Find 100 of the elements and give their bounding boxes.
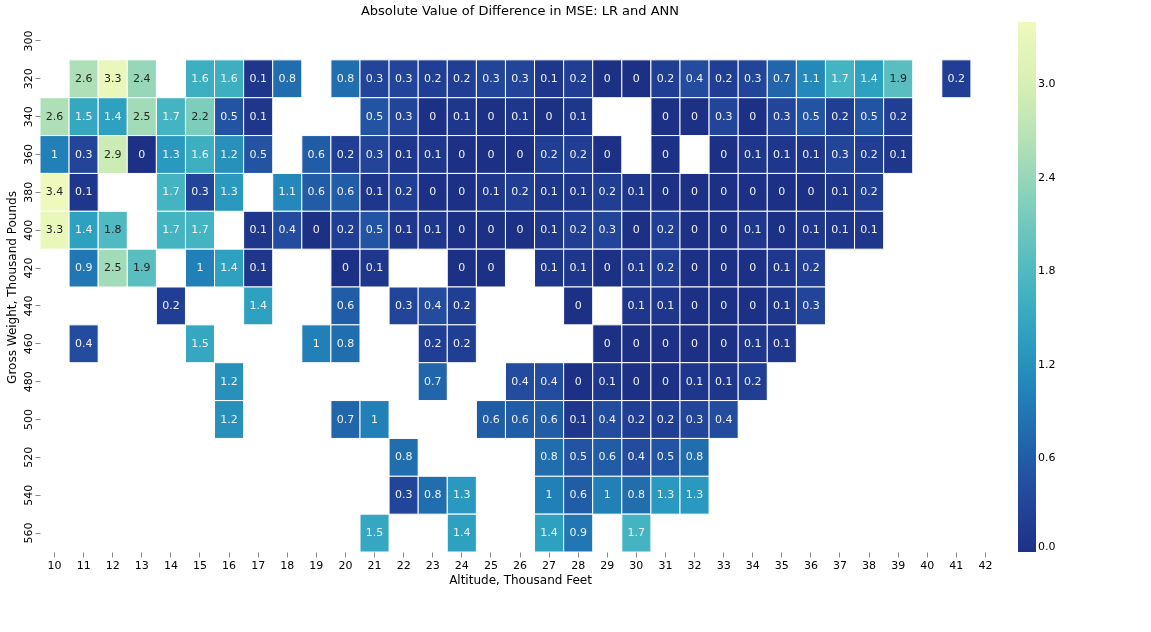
y-tick-label: 400 [21, 219, 35, 241]
x-tick-label: 17 [251, 558, 266, 572]
x-tick-label: 19 [309, 558, 324, 572]
y-tick-label: 480 [21, 371, 35, 393]
data-label: 0.3 [365, 71, 384, 85]
data-label: 0.5 [656, 450, 675, 464]
x-tick-label: 26 [513, 558, 527, 572]
data-label: 0.2 [860, 185, 878, 199]
data-label: 0 [661, 147, 669, 161]
data-label: 0.4 [598, 412, 617, 426]
data-label: 0.6 [336, 185, 355, 199]
data-label: 1.4 [74, 223, 93, 237]
data-label: 0.6 [307, 147, 326, 161]
data-label: 0.8 [336, 336, 355, 350]
data-label: 0.6 [482, 412, 500, 426]
y-tick-label: 440 [21, 295, 35, 317]
y-tick-label: 560 [21, 522, 35, 544]
data-label: 1.8 [103, 223, 122, 237]
data-label: 0.3 [802, 298, 820, 312]
data-label: 1.5 [365, 526, 384, 540]
x-tick-label: 11 [76, 558, 91, 572]
data-label: 2.4 [133, 71, 151, 85]
data-label: 0.1 [773, 336, 791, 350]
data-label: 0 [516, 223, 524, 237]
x-tick-label: 37 [833, 558, 847, 572]
data-label: 0.4 [278, 223, 297, 237]
data-label: 0 [691, 298, 699, 312]
data-label: 1.5 [191, 336, 209, 350]
data-label: 1.5 [74, 109, 93, 123]
data-label: 0 [603, 71, 611, 85]
data-label: 0.2 [598, 185, 617, 199]
x-tick-label: 24 [454, 558, 469, 572]
x-tick-label: 27 [542, 558, 557, 572]
data-label: 1.6 [191, 71, 209, 85]
y-tick-label: 320 [21, 68, 35, 90]
data-label: 0.1 [773, 298, 791, 312]
data-label: 1.2 [220, 147, 238, 161]
data-label: 0.5 [802, 109, 820, 123]
data-label: 0.6 [511, 412, 529, 426]
data-label: 1.9 [133, 261, 151, 275]
data-label: 0 [632, 223, 640, 237]
data-label: 0.8 [336, 71, 355, 85]
data-label: 0 [778, 185, 786, 199]
data-label: 0.1 [249, 261, 267, 275]
x-tick-label: 10 [47, 558, 62, 572]
data-label: 0.2 [540, 147, 558, 161]
data-label: 0.1 [540, 185, 558, 199]
data-label: 1 [371, 412, 379, 426]
data-label: 1.1 [278, 185, 297, 199]
data-label: 0.5 [569, 450, 587, 464]
x-tick-label: 22 [396, 558, 411, 572]
data-label: 0.1 [540, 71, 558, 85]
data-label: 0 [574, 374, 582, 388]
data-label: 0.1 [423, 147, 442, 161]
y-tick-label: 520 [21, 446, 35, 468]
data-label: 0 [487, 223, 495, 237]
data-label: 0.6 [336, 298, 355, 312]
data-label: 0 [603, 261, 611, 275]
x-tick-label: 18 [280, 558, 295, 572]
data-label: 0.3 [482, 71, 500, 85]
data-label: 0.9 [74, 261, 93, 275]
data-label: 2.5 [103, 261, 122, 275]
data-label: 0.1 [773, 261, 791, 275]
x-tick-label: 40 [920, 558, 935, 572]
data-label: 0 [487, 147, 495, 161]
data-label: 1.2 [220, 412, 238, 426]
data-label: 0.1 [423, 223, 442, 237]
data-label: 0.1 [802, 147, 820, 161]
data-label: 0.1 [773, 147, 791, 161]
y-tick-label: 300 [21, 30, 35, 52]
data-label: 1.4 [453, 526, 471, 540]
color-bar-label: 1.2 [1038, 357, 1056, 371]
data-label: 0 [458, 261, 466, 275]
data-label: 0.1 [482, 185, 500, 199]
data-label: 1.3 [220, 185, 238, 199]
x-tick-label: 39 [891, 558, 906, 572]
data-label: 1.7 [191, 223, 209, 237]
data-label: 3.3 [103, 71, 122, 85]
data-label: 0.2 [656, 71, 675, 85]
data-label: 0 [632, 71, 640, 85]
data-label: 2.5 [133, 109, 151, 123]
data-label: 0.3 [714, 109, 733, 123]
data-label: 1 [603, 488, 611, 502]
x-tick-label: 15 [193, 558, 207, 572]
data-label: 1.3 [453, 488, 471, 502]
data-label: 0.2 [453, 336, 471, 350]
data-label: 0.2 [627, 412, 646, 426]
data-label: 0 [661, 336, 669, 350]
x-tick-label: 16 [222, 558, 237, 572]
data-label: 1.3 [685, 488, 704, 502]
data-label: 0.2 [569, 223, 587, 237]
data-label: 0 [429, 185, 437, 199]
data-label: 0 [429, 109, 437, 123]
x-tick-label: 30 [629, 558, 644, 572]
data-label: 1.6 [191, 147, 209, 161]
data-label: 0.8 [540, 450, 558, 464]
data-label: 0.3 [598, 223, 617, 237]
color-bar-label: 3.0 [1038, 77, 1056, 91]
data-label: 1 [51, 147, 59, 161]
data-label: 0 [516, 147, 524, 161]
